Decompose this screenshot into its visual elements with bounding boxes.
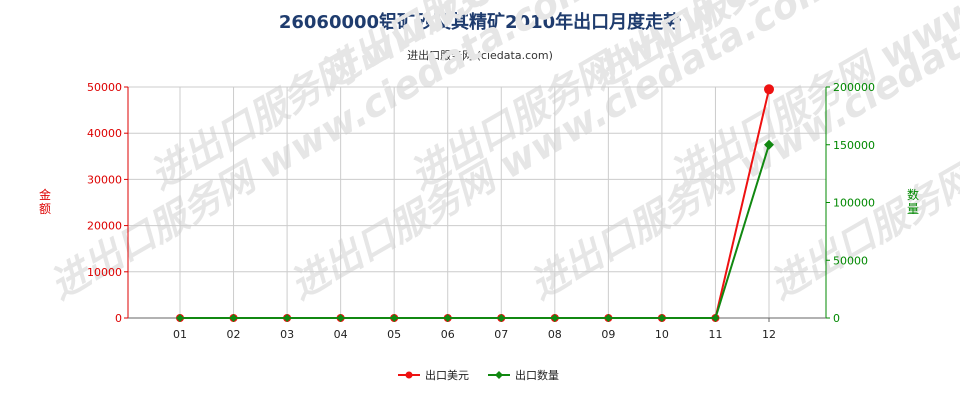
- y-left-tick-label: 40000: [87, 127, 122, 140]
- y-left-tick-label: 0: [115, 312, 122, 325]
- series-1-point: [443, 314, 452, 322]
- legend-swatch-marker-1: [495, 371, 503, 379]
- y-axis-left-label: 金额: [39, 187, 51, 216]
- y-left-tick-label: 10000: [87, 266, 122, 279]
- x-tick-label: 04: [334, 328, 348, 341]
- x-tick-label: 02: [227, 328, 241, 341]
- x-tick-label: 10: [655, 328, 669, 341]
- y-left-tick-label: 30000: [87, 173, 122, 186]
- y-right-tick-label: 0: [833, 312, 840, 325]
- series-0-point: [764, 84, 774, 95]
- y-right-tick-label: 150000: [833, 139, 875, 152]
- y-left-tick-label: 20000: [87, 220, 122, 233]
- series-1-point: [229, 314, 238, 322]
- x-tick-label: 06: [441, 328, 455, 341]
- series-1-point: [390, 314, 399, 322]
- x-tick-label: 09: [601, 328, 615, 341]
- series-1-point: [336, 314, 345, 322]
- series-1-point: [764, 139, 774, 150]
- series-1-point: [657, 314, 666, 322]
- legend-swatch-marker-0: [405, 371, 413, 379]
- series-line-1: [180, 144, 770, 319]
- y-axis-right-label: 数量: [907, 187, 919, 216]
- series-1-point: [711, 314, 720, 322]
- y-right-tick-label: 50000: [833, 254, 868, 267]
- chart-subtitle: 进出口服务网 (ciedata.com): [407, 49, 553, 62]
- y-left-tick-label: 50000: [87, 81, 122, 94]
- legend-label: 出口美元: [425, 368, 469, 382]
- x-tick-label: 08: [548, 328, 562, 341]
- series-1-point: [176, 314, 184, 322]
- x-tick-label: 01: [173, 328, 187, 341]
- y-right-tick-label: 100000: [833, 197, 875, 210]
- series-1-point: [497, 314, 506, 322]
- series-1-point: [283, 314, 292, 322]
- series-1-point: [550, 314, 559, 322]
- chart-title: 26060000铝矿砂及其精矿2010年出口月度走势: [278, 12, 682, 33]
- x-tick-label: 12: [762, 328, 776, 341]
- y-right-tick-label: 200000: [833, 81, 875, 94]
- x-tick-label: 05: [387, 328, 401, 341]
- series-1-point: [604, 314, 613, 322]
- x-tick-label: 11: [708, 328, 722, 341]
- legend-label: 出口数量: [515, 368, 559, 382]
- x-tick-label: 03: [280, 328, 294, 341]
- x-tick-label: 07: [494, 328, 508, 341]
